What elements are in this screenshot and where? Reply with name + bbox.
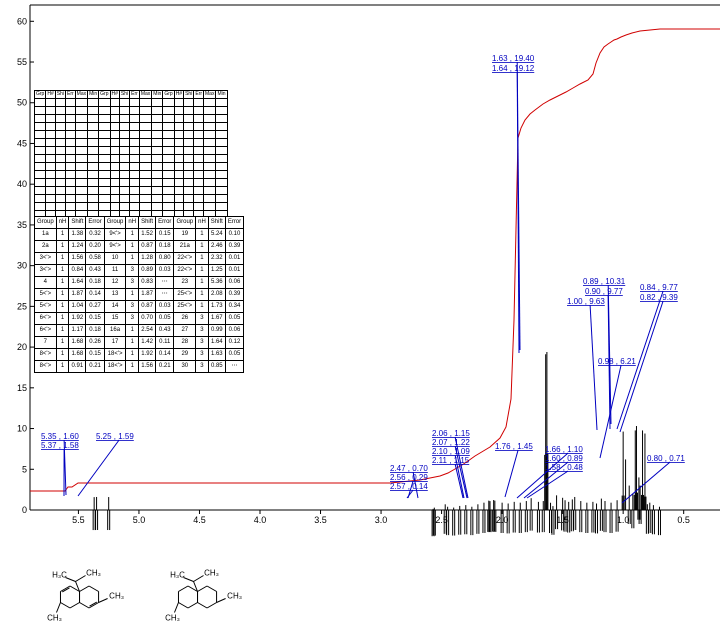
svg-text:2.56 , 0.29: 2.56 , 0.29 [390,473,428,482]
svg-text:CH₃: CH₃ [47,614,62,623]
svg-text:2.07 , 1.22: 2.07 , 1.22 [432,438,470,447]
svg-text:1.66 , 1.10: 1.66 , 1.10 [545,445,583,454]
svg-text:CH₃: CH₃ [227,592,242,601]
svg-text:5: 5 [22,464,27,474]
svg-text:0.5: 0.5 [677,515,690,525]
svg-text:20: 20 [17,342,27,352]
svg-text:2.06 , 1.15: 2.06 , 1.15 [432,429,470,438]
svg-text:1.58 , 0.48: 1.58 , 0.48 [545,463,583,472]
svg-text:1.0: 1.0 [617,515,630,525]
svg-text:3.0: 3.0 [375,515,388,525]
svg-text:1.63 , 19.40: 1.63 , 19.40 [492,54,535,63]
svg-text:1.64 , 19.12: 1.64 , 19.12 [492,64,535,73]
svg-text:60: 60 [17,16,27,26]
svg-text:5.5: 5.5 [72,515,85,525]
svg-text:0.80 , 0.71: 0.80 , 0.71 [647,454,685,463]
svg-text:0.90 , 9.77: 0.90 , 9.77 [585,287,623,296]
svg-text:H₃C: H₃C [170,571,185,580]
svg-text:H₃C: H₃C [52,571,67,580]
svg-text:4.0: 4.0 [254,515,267,525]
svg-text:15: 15 [17,383,27,393]
svg-text:1.5: 1.5 [556,515,569,525]
svg-text:30: 30 [17,261,27,271]
svg-text:CH₃: CH₃ [86,569,101,578]
svg-text:1.00 , 9.63: 1.00 , 9.63 [567,297,605,306]
svg-text:0.82 , 9.39: 0.82 , 9.39 [640,293,678,302]
svg-text:4.5: 4.5 [193,515,206,525]
svg-text:0.89 , 10.31: 0.89 , 10.31 [583,277,626,286]
svg-text:5.37 , 1.58: 5.37 , 1.58 [41,441,79,450]
svg-text:1.76 , 1.45: 1.76 , 1.45 [495,442,533,451]
svg-text:50: 50 [17,98,27,108]
svg-text:5.35 , 1.60: 5.35 , 1.60 [41,432,79,441]
svg-text:2.0: 2.0 [496,515,509,525]
svg-text:CH₃: CH₃ [109,592,124,601]
svg-text:10: 10 [17,424,27,434]
svg-text:CH₃: CH₃ [165,614,180,623]
svg-text:1.60 , 0.89: 1.60 , 0.89 [545,454,583,463]
svg-text:5.0: 5.0 [133,515,146,525]
svg-text:55: 55 [17,57,27,67]
svg-text:40: 40 [17,179,27,189]
svg-text:3.5: 3.5 [314,515,327,525]
svg-text:2.57 , 0.14: 2.57 , 0.14 [390,482,428,491]
svg-text:45: 45 [17,138,27,148]
svg-text:5.25 , 1.59: 5.25 , 1.59 [96,432,134,441]
svg-text:2.10 , 1.09: 2.10 , 1.09 [432,447,470,456]
svg-text:25: 25 [17,301,27,311]
svg-text:CH₃: CH₃ [204,569,219,578]
svg-text:2.11 , 1.15: 2.11 , 1.15 [432,456,470,465]
svg-text:0.84 , 9.77: 0.84 , 9.77 [640,283,678,292]
svg-text:2.47 , 0.70: 2.47 , 0.70 [390,464,428,473]
svg-text:35: 35 [17,220,27,230]
svg-text:0.98 , 6.21: 0.98 , 6.21 [598,357,636,366]
svg-text:0: 0 [22,505,27,515]
